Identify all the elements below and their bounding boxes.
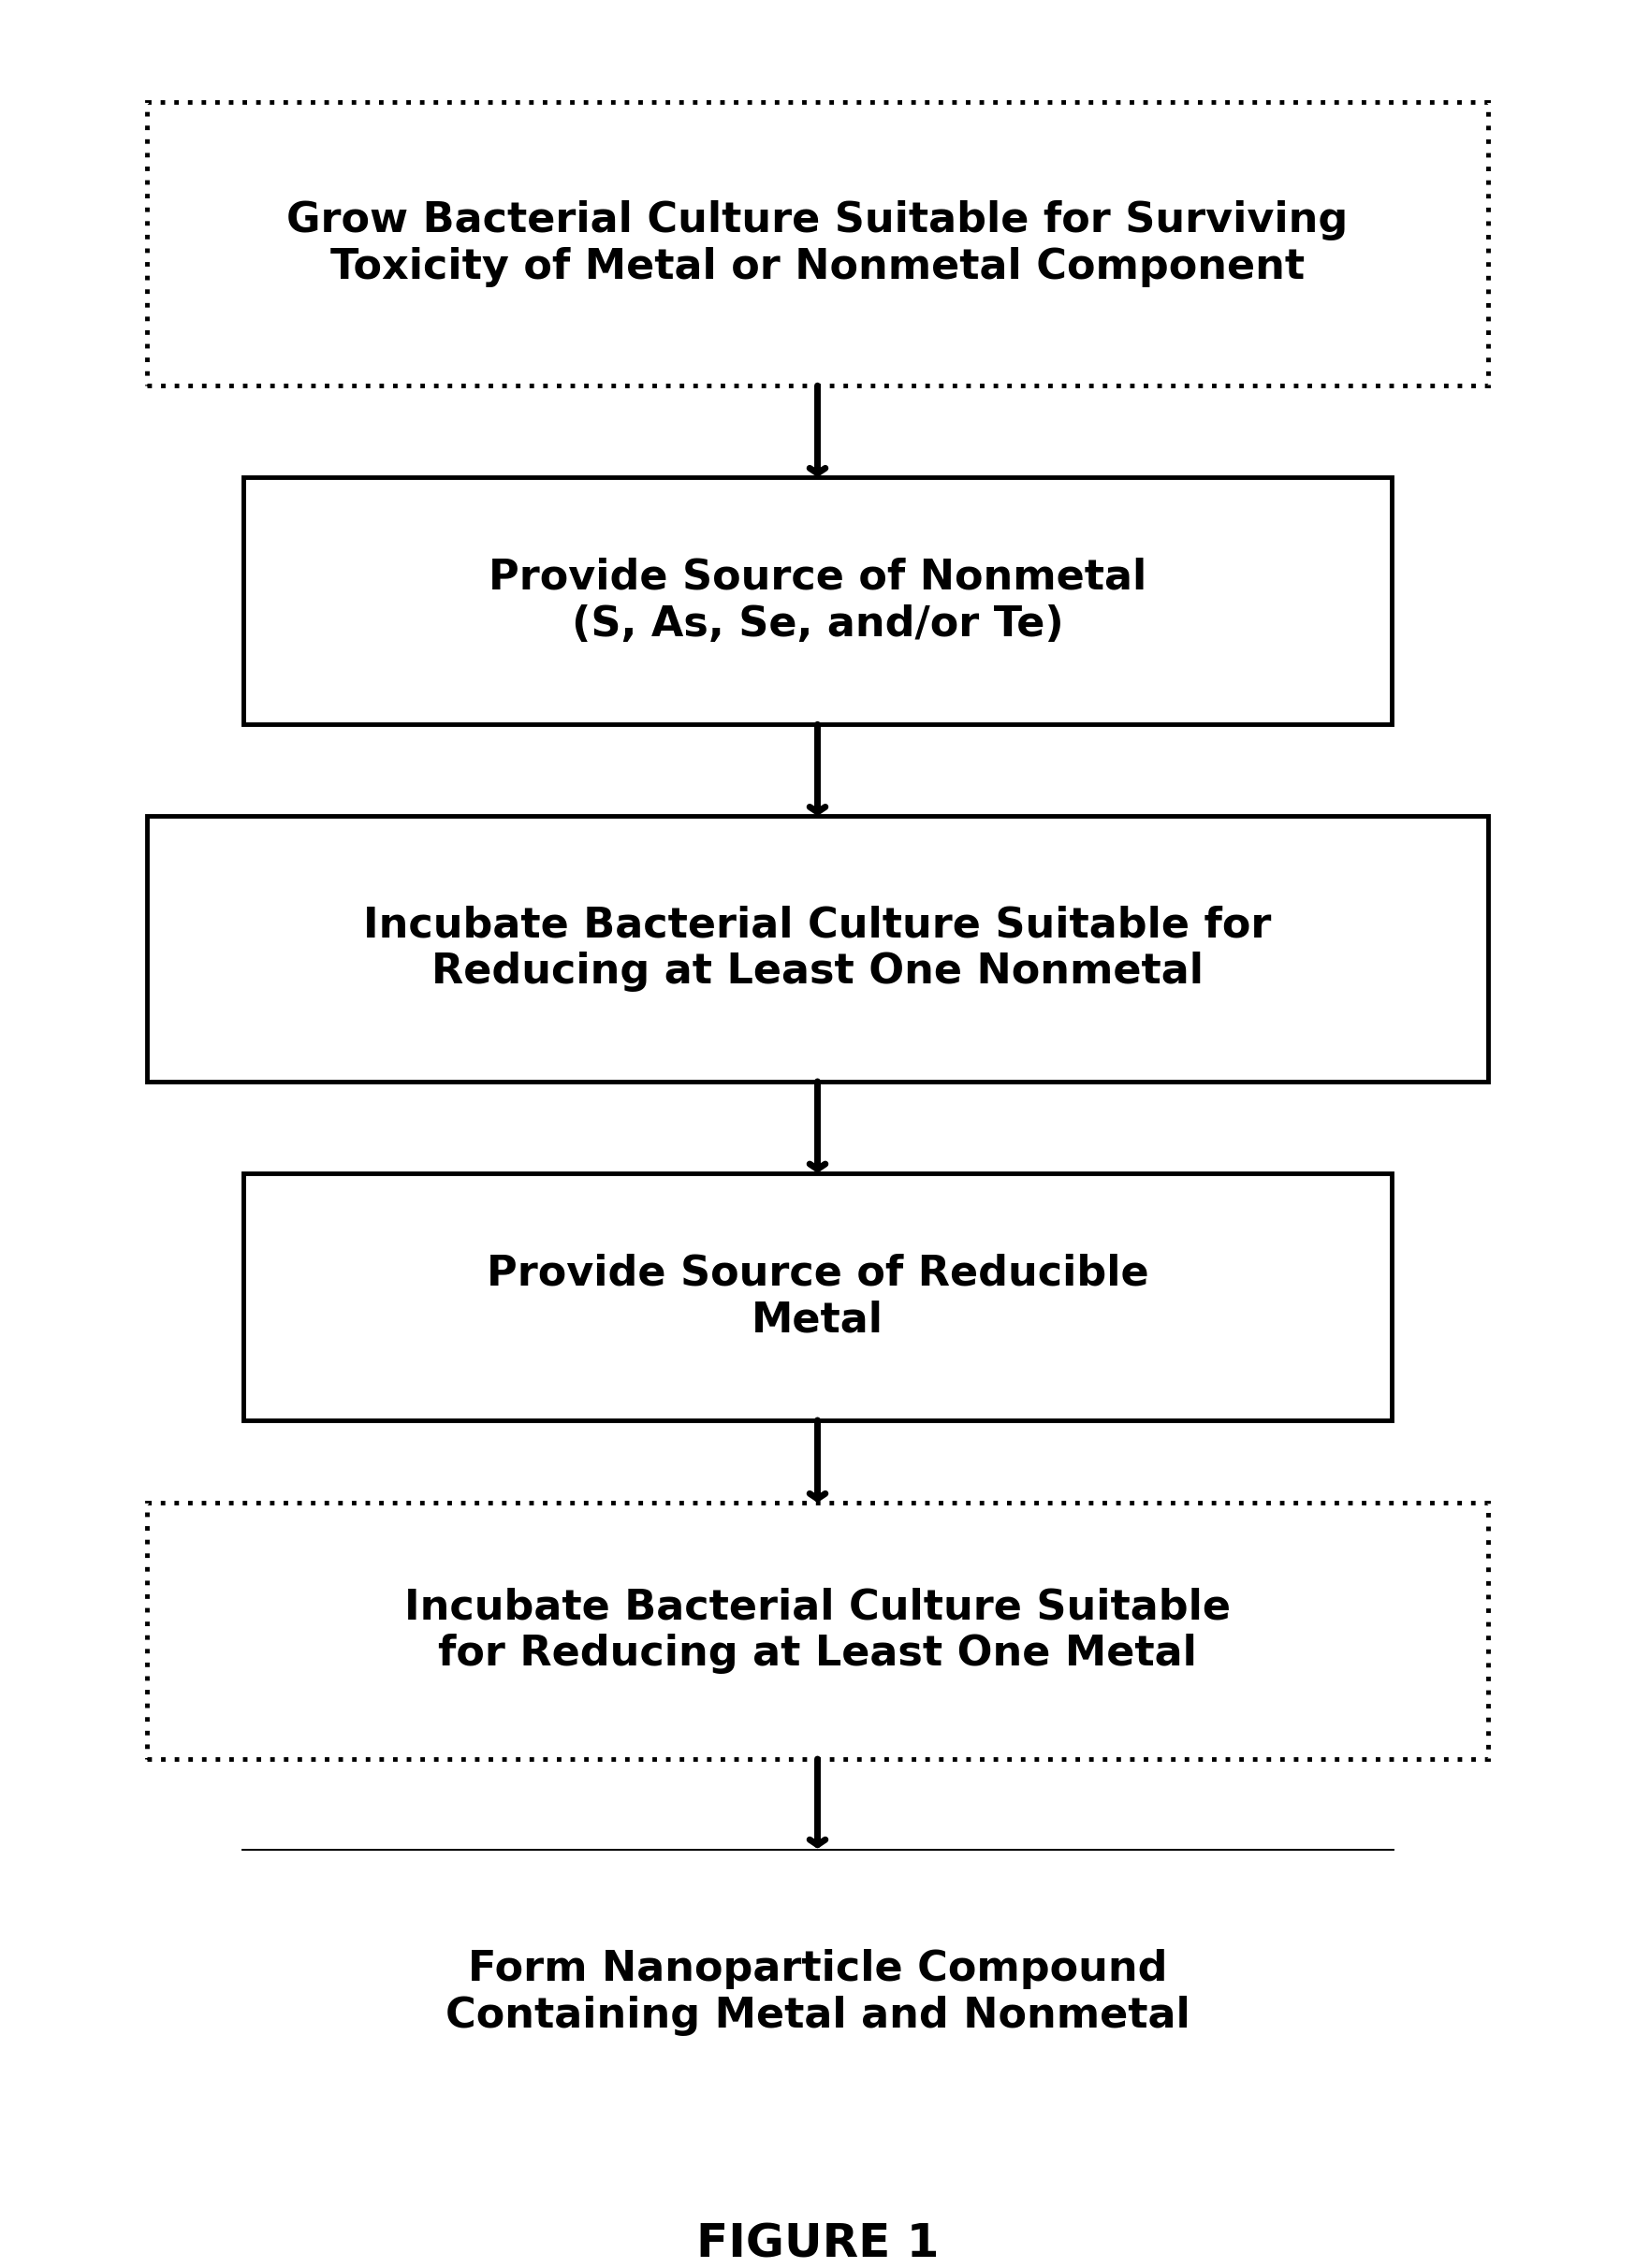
Text: Incubate Bacterial Culture Suitable
for Reducing at Least One Metal: Incubate Bacterial Culture Suitable for … [404,1588,1231,1674]
Text: FIGURE 1: FIGURE 1 [697,2223,938,2266]
Text: Provide Source of Reducible
Metal: Provide Source of Reducible Metal [486,1254,1149,1340]
Text: Form Nanoparticle Compound
Containing Metal and Nonmetal: Form Nanoparticle Compound Containing Me… [445,1948,1190,2037]
Text: Grow Bacterial Culture Suitable for Surviving
Toxicity of Metal or Nonmetal Comp: Grow Bacterial Culture Suitable for Surv… [286,200,1349,288]
FancyBboxPatch shape [244,1173,1391,1420]
FancyBboxPatch shape [147,1504,1488,1760]
FancyBboxPatch shape [147,102,1488,386]
FancyBboxPatch shape [244,1851,1391,2134]
FancyBboxPatch shape [147,816,1488,1082]
Text: Provide Source of Nonmetal
(S, As, Se, and/or Te): Provide Source of Nonmetal (S, As, Se, a… [489,558,1146,644]
FancyBboxPatch shape [244,476,1391,723]
Text: Incubate Bacterial Culture Suitable for
Reducing at Least One Nonmetal: Incubate Bacterial Culture Suitable for … [363,905,1272,991]
